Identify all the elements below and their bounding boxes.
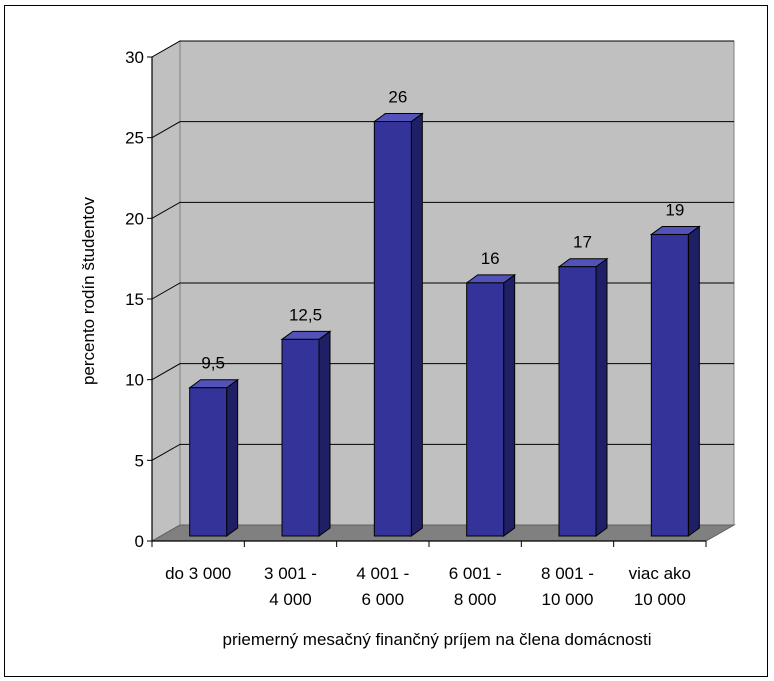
y-tick-label: 25 bbox=[125, 129, 144, 148]
x-axis-label: priemerný mesačný finančný príjem na čle… bbox=[223, 630, 652, 649]
x-axis: do 3 000 3 001 -4 000 4 001 -6 000 6 001 -8… bbox=[151, 540, 707, 609]
y-tick-label: 15 bbox=[125, 290, 144, 309]
bar bbox=[372, 112, 424, 537]
gridline bbox=[151, 282, 734, 300]
gridline bbox=[151, 443, 734, 461]
value-labels: 9,5 12,5 26 16 17 19 bbox=[201, 88, 684, 373]
x-tick-label: 4 001 -6 000 bbox=[356, 564, 409, 609]
bar bbox=[280, 330, 332, 537]
y-tick-label: 20 bbox=[125, 209, 144, 228]
bar-value-label: 26 bbox=[388, 88, 407, 107]
x-tick-label: 3 001 -4 000 bbox=[264, 564, 317, 609]
bar-chart: 9,5 12,5 26 16 17 19 0 5 10 15 20 25 30 do 3 000 3 0… bbox=[79, 40, 736, 649]
gridline bbox=[151, 40, 734, 58]
x-tick-label: viac ako 10 000 bbox=[629, 564, 691, 609]
x-tick-label: 8 001 -10 000 bbox=[541, 564, 594, 609]
chart-frame: 9,5 12,5 26 16 17 19 0 5 10 15 20 25 30 do 3 000 3 0… bbox=[4, 5, 768, 677]
plot-floor bbox=[150, 524, 736, 542]
y-tick-label: 10 bbox=[125, 371, 144, 390]
bar-value-label: 9,5 bbox=[201, 354, 225, 373]
y-tick-label: 5 bbox=[135, 451, 144, 470]
bar bbox=[649, 225, 701, 537]
bars bbox=[188, 112, 701, 537]
bar bbox=[465, 273, 517, 537]
gridline bbox=[151, 201, 734, 219]
y-axis: 0 5 10 15 20 25 30 bbox=[125, 48, 153, 551]
bar-value-label: 12,5 bbox=[289, 305, 322, 324]
bar-value-label: 19 bbox=[665, 200, 684, 219]
bar bbox=[188, 378, 240, 537]
bar-value-label: 17 bbox=[573, 233, 592, 252]
bar-value-label: 16 bbox=[481, 249, 500, 268]
gridline bbox=[151, 121, 734, 139]
gridlines bbox=[151, 40, 734, 461]
y-axis-label: percento rodín študentov bbox=[79, 196, 98, 385]
x-tick-label: do 3 000 bbox=[165, 564, 231, 583]
gridline bbox=[151, 363, 734, 381]
y-tick-label: 30 bbox=[125, 48, 144, 67]
y-tick-label: 0 bbox=[135, 532, 144, 551]
bar bbox=[557, 257, 609, 537]
x-tick-label: 6 001 -8 000 bbox=[449, 564, 502, 609]
